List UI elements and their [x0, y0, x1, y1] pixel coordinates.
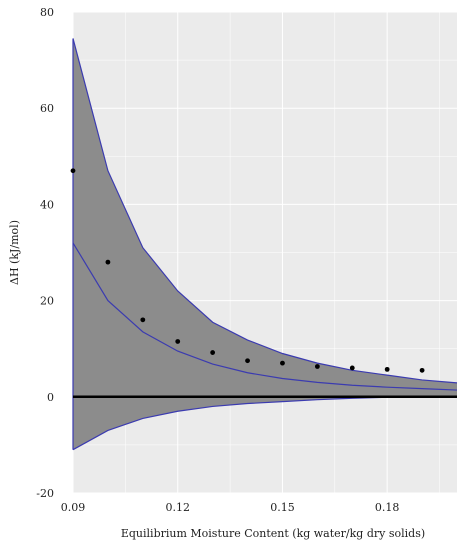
data-point [70, 168, 76, 174]
data-point [210, 350, 216, 355]
observed-points [70, 168, 425, 373]
data-point [314, 364, 320, 369]
data-point [384, 366, 390, 372]
tick-labels: -20 0 20 40 60 80 0.09 0.12 0.15 0.18 [36, 6, 399, 514]
y-tick-label: 0 [47, 391, 54, 404]
data-point [245, 358, 250, 364]
y-tick-label: 60 [40, 102, 54, 115]
data-point [105, 259, 111, 265]
x-tick-label: 0.18 [375, 501, 400, 514]
series-lines [72, 38, 458, 451]
upper-band-line [72, 38, 458, 384]
data-point [175, 339, 181, 344]
x-tick-label: 0.15 [270, 501, 295, 514]
y-tick-label: 80 [40, 6, 54, 19]
x-tick-label: 0.09 [61, 501, 86, 514]
y-tick-label: 40 [40, 198, 54, 211]
data-point [140, 317, 146, 323]
y-axis-title: ΔH (kJ/mol) [8, 220, 21, 285]
y-tick-label: -20 [36, 487, 54, 500]
x-tick-label: 0.12 [165, 501, 190, 514]
y-tick-label: 20 [40, 295, 54, 308]
data-point [419, 367, 425, 373]
x-axis-title: Equilibrium Moisture Content (kg water/k… [121, 527, 425, 540]
data-point [349, 365, 355, 371]
data-point [280, 360, 285, 366]
fitted-curve-line [72, 242, 458, 391]
